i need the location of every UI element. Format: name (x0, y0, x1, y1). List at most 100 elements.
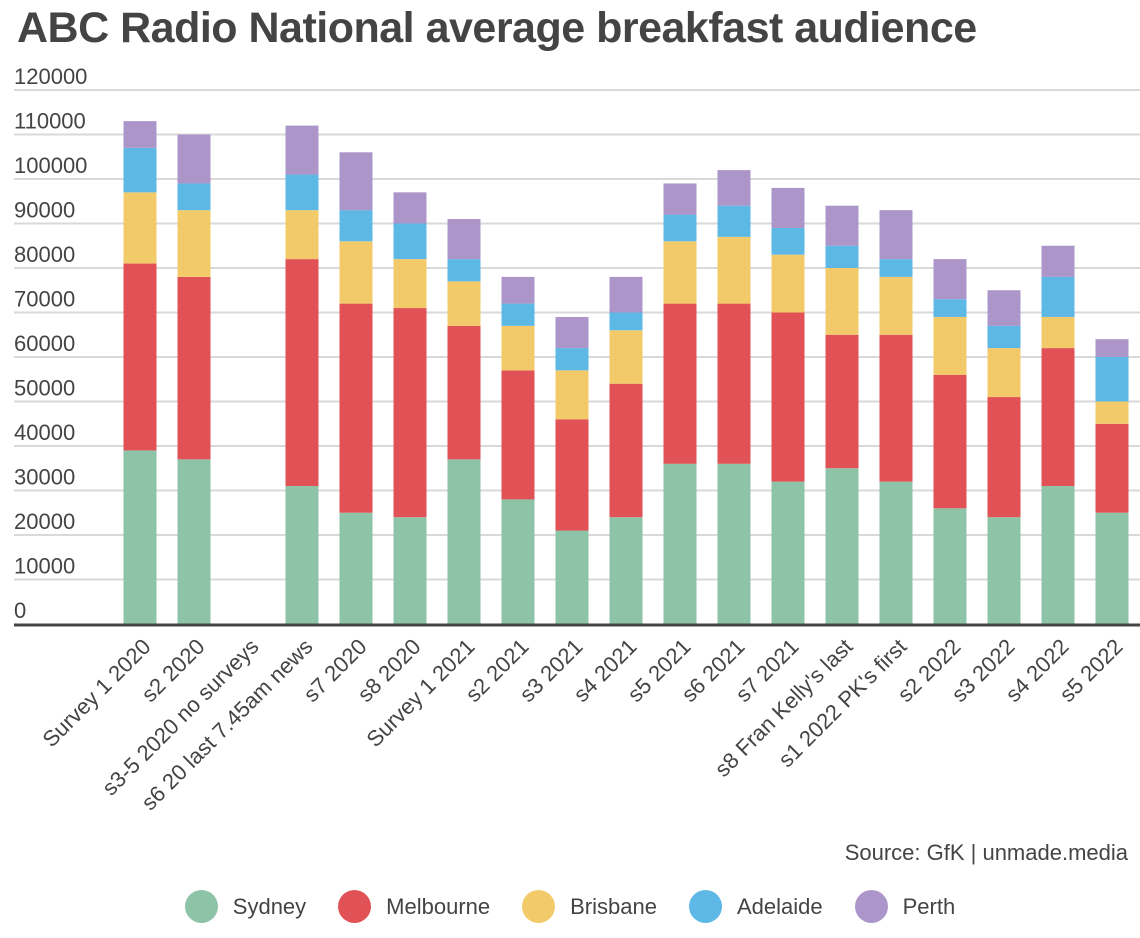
bar-segment-brisbane (1095, 401, 1129, 424)
legend-swatch (184, 890, 218, 923)
bar-segment-perth (123, 121, 157, 148)
bar-segment-adelaide (177, 183, 211, 211)
bar-segment-melbourne (1095, 423, 1129, 513)
bar-segment-sydney (1041, 486, 1075, 624)
y-tick-label: 30000 (14, 465, 75, 490)
bar-segment-adelaide (447, 259, 481, 282)
bar-segment-sydney (555, 530, 589, 624)
legend-label: Melbourne (386, 893, 491, 919)
bar-segment-melbourne (285, 259, 319, 487)
bar-segment-melbourne (987, 397, 1021, 518)
bar-segment-perth (663, 183, 697, 215)
bar-segment-melbourne (393, 308, 427, 518)
bar-segment-melbourne (663, 303, 697, 464)
bar-segment-brisbane (177, 210, 211, 277)
legend-label: Perth (902, 893, 956, 919)
bar-segment-adelaide (123, 147, 157, 193)
bar-segment-adelaide (663, 214, 697, 242)
bar-segment-perth (771, 187, 805, 228)
y-tick-label: 120000 (14, 64, 87, 89)
bar-segment-melbourne (447, 325, 481, 460)
bar-segment-adelaide (501, 303, 535, 326)
bar-segment-brisbane (771, 254, 805, 313)
bar-segment-melbourne (1041, 348, 1075, 487)
bar-segment-adelaide (339, 210, 373, 242)
bar-segment-perth (987, 290, 1021, 326)
bar-segment-brisbane (717, 236, 751, 304)
bars (123, 121, 1129, 624)
y-tick-label: 10000 (14, 554, 75, 579)
bar-segment-perth (933, 259, 967, 300)
x-tick-label: Survey 1 2020 (38, 634, 156, 752)
bar-segment-melbourne (717, 303, 751, 464)
bar-segment-perth (177, 134, 211, 184)
bar-segment-perth (393, 192, 427, 224)
legend-label: Sydney (232, 893, 307, 919)
y-tick-label: 90000 (14, 198, 75, 223)
bar-segment-brisbane (609, 330, 643, 384)
bar-segment-sydney (447, 459, 481, 624)
y-axis-ticks: 0 10000 20000 30000 40000 50000 60000 70000 8000… (14, 64, 87, 623)
bar-segment-perth (285, 125, 319, 175)
bar-segment-melbourne (933, 374, 967, 509)
bar-segment-perth (879, 210, 913, 260)
bar-segment-perth (825, 205, 859, 246)
bar-segment-sydney (879, 481, 913, 624)
bar-segment-sydney (825, 468, 859, 624)
bar-segment-brisbane (663, 241, 697, 304)
legend-item-adelaide: Adelaide (688, 890, 823, 923)
legend-swatch (522, 890, 556, 923)
legend-item-sydney: Sydney (184, 890, 307, 923)
bar-segment-brisbane (123, 192, 157, 264)
bar-segment-brisbane (285, 210, 319, 260)
bar-segment-adelaide (393, 223, 427, 260)
y-tick-label: 40000 (14, 420, 75, 445)
bar-segment-brisbane (825, 268, 859, 335)
legend-item-melbourne: Melbourne (338, 890, 490, 923)
y-tick-label: 110000 (14, 109, 86, 134)
bar-segment-adelaide (825, 245, 859, 268)
bar-segment-adelaide (1041, 276, 1075, 317)
legend-swatch (688, 890, 722, 923)
bar-segment-melbourne (825, 334, 859, 469)
bar-segment-melbourne (339, 303, 373, 513)
bar-segment-melbourne (609, 383, 643, 518)
bar-segment-melbourne (177, 276, 211, 460)
bar-segment-melbourne (555, 419, 589, 531)
chart-title: ABC Radio National average breakfast aud… (17, 4, 977, 52)
source-note: Source: GfK | unmade.media (844, 840, 1128, 865)
bar-segment-brisbane (447, 281, 481, 326)
bar-segment-brisbane (933, 316, 967, 375)
bar-segment-sydney (339, 512, 373, 624)
bar-segment-adelaide (717, 205, 751, 237)
legend-item-brisbane: Brisbane (522, 890, 657, 923)
bar-segment-perth (339, 152, 373, 211)
bar-segment-adelaide (879, 259, 913, 277)
bar-segment-perth (717, 170, 751, 206)
legend-label: Brisbane (570, 893, 657, 919)
legend: Sydney Melbourne Brisbane Adelaide Perth (0, 890, 1140, 923)
bar-segment-melbourne (123, 263, 157, 451)
bar-segment-adelaide (555, 348, 589, 371)
legend-label: Adelaide (736, 893, 823, 919)
bar-segment-adelaide (771, 227, 805, 255)
bar-segment-adelaide (285, 174, 319, 211)
bar-segment-brisbane (501, 325, 535, 371)
bar-segment-adelaide (609, 312, 643, 331)
y-tick-label: 80000 (14, 242, 75, 267)
bar-segment-sydney (933, 508, 967, 624)
bar-segment-melbourne (771, 312, 805, 482)
bar-segment-sydney (771, 481, 805, 624)
bar-segment-brisbane (987, 348, 1021, 398)
y-tick-label: 0 (14, 598, 26, 623)
bar-segment-sydney (285, 486, 319, 624)
y-tick-label: 50000 (14, 376, 75, 401)
legend-item-perth: Perth (854, 890, 956, 923)
bar-segment-adelaide (987, 325, 1021, 349)
bar-segment-sydney (1095, 512, 1129, 624)
bar-segment-brisbane (555, 370, 589, 420)
bar-segment-brisbane (1041, 316, 1075, 349)
y-tick-label: 60000 (14, 331, 75, 356)
